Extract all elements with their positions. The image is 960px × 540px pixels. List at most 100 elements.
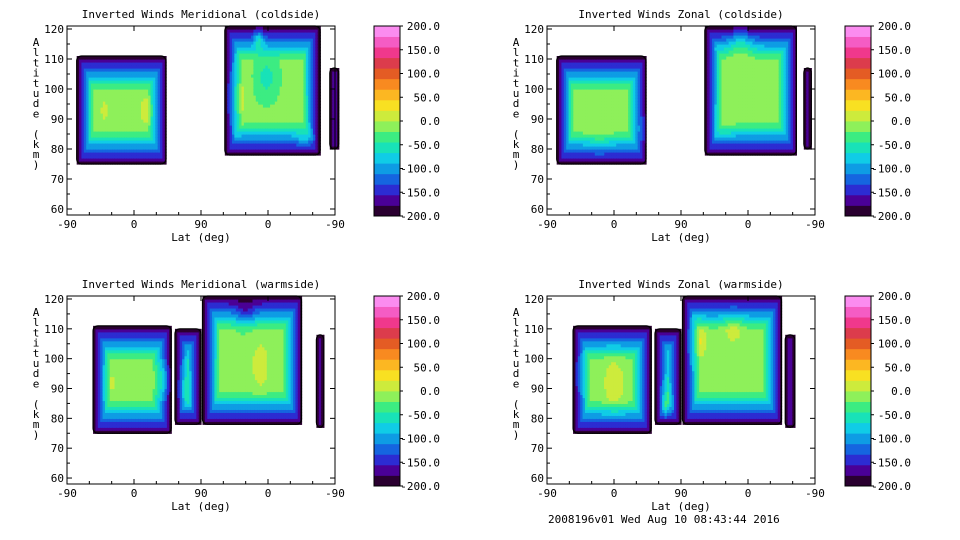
heatmap-cell [611,152,615,156]
heatmap-cell [282,101,285,105]
heatmap-cell [611,134,615,138]
heatmap-cell [592,101,596,105]
heatmap-cell [265,83,269,87]
heatmap-cell [107,146,111,150]
heatmap-cell [580,155,584,159]
heatmap-cell [277,128,281,132]
heatmap-cell [229,53,233,57]
heatmap-cell [640,113,644,117]
heatmap-cell [95,68,99,72]
heatmap-cell [559,152,563,156]
heatmap-cell [90,56,94,60]
heatmap-cell [260,59,264,63]
heatmap-cell [162,152,166,156]
heatmap-cell [625,122,629,126]
heatmap-cell [566,134,570,138]
heatmap-cell [107,158,111,162]
heatmap-cell [162,107,166,111]
heatmap-cell [623,104,627,108]
heatmap-cell [93,110,97,114]
heatmap-cell [575,158,579,162]
heatmap-cell [556,71,560,75]
heatmap-cell [124,107,128,111]
heatmap-cell [100,110,104,114]
heatmap-cell [112,137,116,141]
heatmap-cell [628,89,632,93]
heatmap-cell [248,29,252,33]
heatmap-cell [606,101,610,105]
heatmap-cell [112,92,116,96]
heatmap-cell [100,83,104,87]
heatmap-cell [114,113,118,117]
heatmap-cell [296,41,300,45]
heatmap-cell [229,68,233,72]
heatmap-cell [270,80,274,84]
heatmap-cell [719,116,723,120]
heatmap-cell [315,26,319,30]
heatmap-cell [704,140,708,144]
heatmap-cell [79,59,83,63]
heatmap-cell [582,107,586,111]
heatmap-cell [609,143,613,147]
heatmap-cell [241,95,245,99]
heatmap-cell [258,83,262,87]
heatmap-cell [301,41,305,45]
heatmap-cell [141,59,144,63]
heatmap-cell [81,113,85,117]
heatmap-cell [160,119,164,123]
heatmap-cell [566,80,570,84]
heatmap-cell [243,50,247,54]
heatmap-cell [709,137,713,141]
heatmap-cell [630,134,634,138]
heatmap-cell [296,131,300,135]
heatmap-cell [143,59,147,63]
heatmap-cell [312,53,316,57]
heatmap-cell [88,83,92,87]
heatmap-cell [332,71,336,75]
heatmap-cell [332,119,336,123]
heatmap-cell [131,116,135,120]
heatmap-cell [114,107,118,111]
heatmap-cell [709,92,713,96]
heatmap-cell [234,59,238,63]
heatmap-cell [121,101,125,105]
heatmap-cell [585,74,589,78]
heatmap-cell [286,119,290,123]
heatmap-cell [315,101,319,105]
heatmap-cell [129,65,133,69]
heatmap-cell [711,140,715,144]
heatmap-cell [157,107,161,111]
heatmap-cell [604,56,608,60]
heatmap-cell [274,35,278,39]
heatmap-cell [160,152,164,156]
heatmap-cell [578,65,582,69]
heatmap-cell [239,29,243,33]
heatmap-cell [162,125,166,129]
heatmap-cell [303,89,307,93]
heatmap-cell [145,95,149,99]
heatmap-cell [566,137,570,141]
heatmap-cell [126,101,130,105]
heatmap-cell [231,56,235,60]
heatmap-cell [133,125,137,129]
heatmap-cell [270,44,274,48]
heatmap-cell [310,125,314,129]
heatmap-cell [119,92,123,96]
heatmap-cell [229,89,233,93]
heatmap-cell [258,47,262,51]
heatmap-cell [716,152,720,156]
heatmap-cell [76,62,80,66]
heatmap-cell [100,89,104,93]
heatmap-cell [279,146,283,150]
heatmap-cell [632,149,636,153]
heatmap-cell [133,92,137,96]
heatmap-cell [630,65,634,69]
heatmap-cell [635,95,639,99]
heatmap-cell [138,155,142,159]
heatmap-cell [126,68,130,72]
heatmap-cell [236,80,240,84]
heatmap-cell [100,161,104,165]
heatmap-cell [133,116,137,120]
heatmap-cell [625,98,629,102]
heatmap-cell [248,77,252,81]
